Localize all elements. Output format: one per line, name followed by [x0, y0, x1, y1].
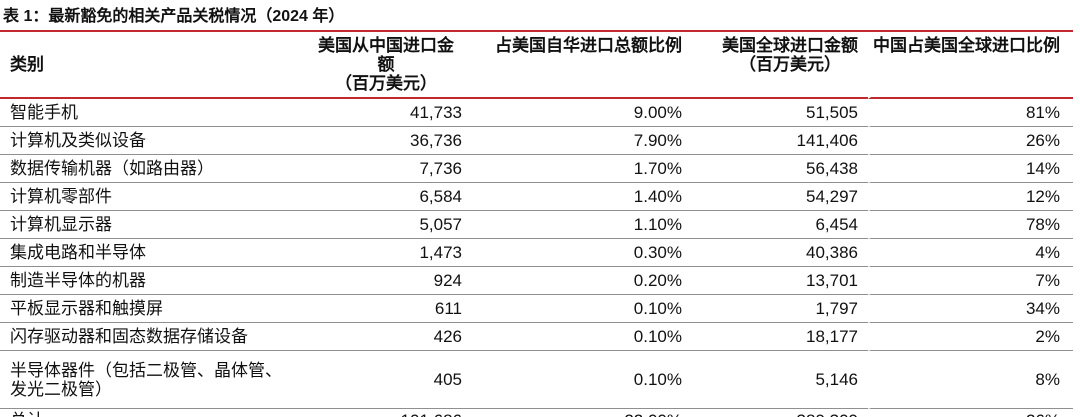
cell-cn-share: 1.70% — [465, 155, 685, 183]
cell-category: 平板显示器和触摸屏 — [0, 295, 310, 323]
cell-global-import: 51,505 — [685, 99, 868, 127]
cell-cn-share: 0.20% — [465, 267, 685, 295]
cell-global-import: 141,406 — [685, 127, 868, 155]
cell-cn-global-share: 2% — [868, 323, 1073, 351]
cell-cn-global-share: 14% — [868, 155, 1073, 183]
cell-cn-global-share: 26% — [868, 409, 1073, 417]
cell-cn-import: 7,736 — [310, 155, 465, 183]
cell-global-import: 18,177 — [685, 323, 868, 351]
cell-cn-share: 1.40% — [465, 183, 685, 211]
cell-global-import: 54,297 — [685, 183, 868, 211]
table-row: 闪存驱动器和固态数据存储设备 426 0.10% 18,177 2% — [0, 323, 1073, 351]
cell-cn-share: 0.10% — [465, 295, 685, 323]
table-row: 智能手机 41,733 9.00% 51,505 81% — [0, 99, 1073, 127]
cell-cn-import: 1,473 — [310, 239, 465, 267]
header-line: 美国从中国进口金额 — [318, 36, 454, 74]
category-line-1: 半导体器件（包括二极管、晶体管、 — [10, 360, 282, 380]
cell-cn-import: 36,736 — [310, 127, 465, 155]
cell-global-import: 13,701 — [685, 267, 868, 295]
cell-cn-global-share: 78% — [868, 211, 1073, 239]
cell-cn-import: 101,686 — [310, 409, 465, 417]
header-row: 类别 美国从中国进口金额 （百万美元） 占美国自华进口总额比例 美国全球进口金额… — [0, 32, 1073, 99]
cell-cn-global-share: 26% — [868, 127, 1073, 155]
cell-category: 数据传输机器（如路由器） — [0, 155, 310, 183]
cell-category: 总计 — [0, 409, 310, 417]
table-title: 表 1：最新豁免的相关产品关税情况（2024 年） — [3, 8, 345, 25]
cell-cn-share: 22.00% — [465, 409, 685, 417]
tariff-exemption-table: 类别 美国从中国进口金额 （百万美元） 占美国自华进口总额比例 美国全球进口金额… — [0, 32, 1073, 417]
cell-cn-import: 924 — [310, 267, 465, 295]
cell-category: 半导体器件（包括二极管、晶体管、 发光二极管） — [0, 351, 310, 409]
cell-cn-global-share: 81% — [868, 99, 1073, 127]
table-row: 计算机零部件 6,584 1.40% 54,297 12% — [0, 183, 1073, 211]
cell-cn-share: 9.00% — [465, 99, 685, 127]
cell-cn-share: 0.10% — [465, 323, 685, 351]
table-row: 数据传输机器（如路由器） 7,736 1.70% 56,438 14% — [0, 155, 1073, 183]
cell-cn-import: 426 — [310, 323, 465, 351]
cell-category: 计算机及类似设备 — [0, 127, 310, 155]
header-share-of-china-imports: 占美国自华进口总额比例 — [465, 32, 685, 99]
cell-cn-import: 6,584 — [310, 183, 465, 211]
cell-category: 集成电路和半导体 — [0, 239, 310, 267]
title-divider — [0, 30, 1073, 32]
cell-cn-import: 405 — [310, 351, 465, 409]
header-unit: （百万美元） — [739, 55, 841, 74]
cell-global-import: 1,797 — [685, 295, 868, 323]
table-row: 集成电路和半导体 1,473 0.30% 40,386 4% — [0, 239, 1073, 267]
cell-cn-import: 611 — [310, 295, 465, 323]
cell-category: 智能手机 — [0, 99, 310, 127]
table-row: 半导体器件（包括二极管、晶体管、 发光二极管） 405 0.10% 5,146 … — [0, 351, 1073, 409]
cell-category: 闪存驱动器和固态数据存储设备 — [0, 323, 310, 351]
cell-category: 计算机零部件 — [0, 183, 310, 211]
table-row: 制造半导体的机器 924 0.20% 13,701 7% — [0, 267, 1073, 295]
category-line-2: 发光二极管） — [10, 379, 112, 399]
cell-cn-global-share: 12% — [868, 183, 1073, 211]
cell-cn-share: 7.90% — [465, 127, 685, 155]
cell-global-import: 5,146 — [685, 351, 868, 409]
table-row: 平板显示器和触摸屏 611 0.10% 1,797 34% — [0, 295, 1073, 323]
cell-cn-import: 5,057 — [310, 211, 465, 239]
cell-cn-share: 0.10% — [465, 351, 685, 409]
cell-cn-global-share: 8% — [868, 351, 1073, 409]
cell-category: 计算机显示器 — [0, 211, 310, 239]
cell-global-import: 56,438 — [685, 155, 868, 183]
cell-global-import: 40,386 — [685, 239, 868, 267]
header-us-global-import: 美国全球进口金额 （百万美元） — [685, 32, 868, 99]
header-us-import-from-china: 美国从中国进口金额 （百万美元） — [310, 32, 465, 99]
cell-global-import: 389,309 — [685, 409, 868, 417]
header-unit: （百万美元） — [335, 74, 437, 93]
cell-cn-global-share: 7% — [868, 267, 1073, 295]
cell-cn-share: 0.30% — [465, 239, 685, 267]
table-row: 计算机显示器 5,057 1.10% 6,454 78% — [0, 211, 1073, 239]
header-china-share-of-global: 中国占美国全球进口比例 — [868, 32, 1073, 99]
cell-cn-share: 1.10% — [465, 211, 685, 239]
cell-cn-global-share: 4% — [868, 239, 1073, 267]
cell-cn-global-share: 34% — [868, 295, 1073, 323]
header-line: 美国全球进口金额 — [722, 36, 858, 55]
table-row: 计算机及类似设备 36,736 7.90% 141,406 26% — [0, 127, 1073, 155]
cell-cn-import: 41,733 — [310, 99, 465, 127]
cell-category: 制造半导体的机器 — [0, 267, 310, 295]
total-row: 总计 101,686 22.00% 389,309 26% — [0, 409, 1073, 417]
cell-global-import: 6,454 — [685, 211, 868, 239]
header-category: 类别 — [0, 32, 310, 99]
